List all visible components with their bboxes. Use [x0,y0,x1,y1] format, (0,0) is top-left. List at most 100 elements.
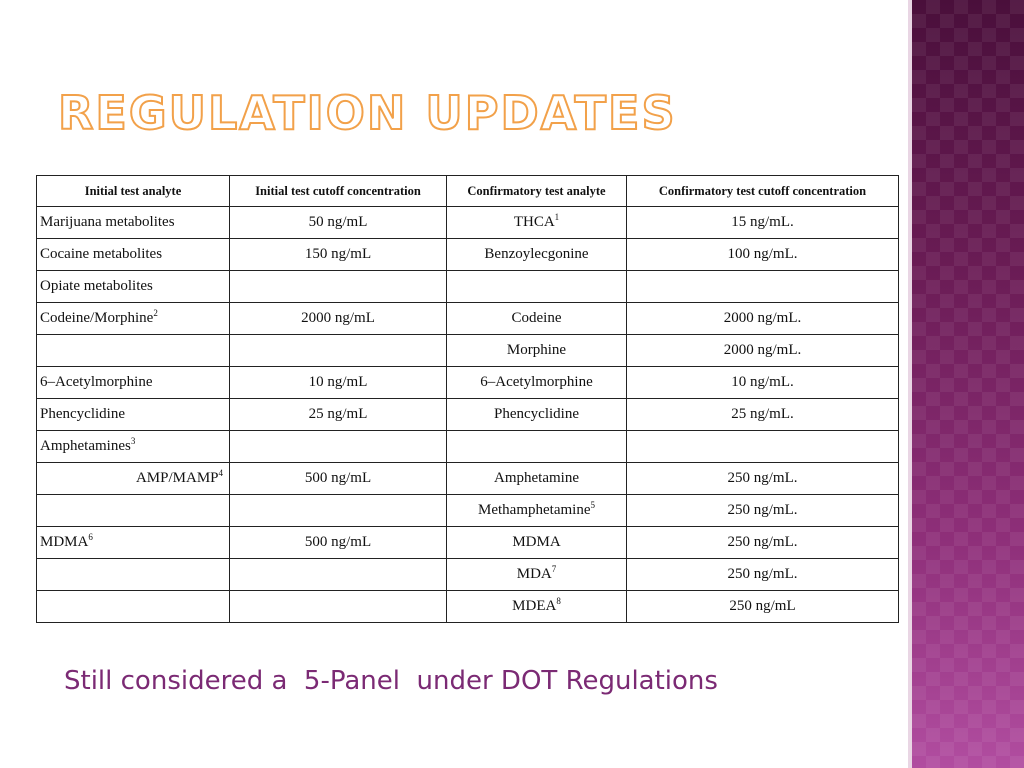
table-row: MDA7 250 ng/mL. [36,558,899,591]
confirmatory-cutoff-cell: 25 ng/mL. [626,398,899,431]
initial-analyte-cell: Marijuana metabolites [36,206,230,239]
confirmatory-analyte-cell: THCA1 [446,206,627,239]
initial-analyte-cell: Codeine/Morphine2 [36,302,230,335]
cell-text: MDA [516,566,552,582]
confirmatory-analyte-cell: Amphetamine [446,462,627,495]
initial-cutoff-cell [229,430,447,463]
table-body: Marijuana metabolites 50 ng/mL THCA1 15 ng/… [36,206,899,623]
initial-analyte-cell: 6–Acetylmorphine [36,366,230,399]
table-row: MDMA6 500 ng/mL MDMA 250 ng/mL. [36,526,899,559]
confirmatory-analyte-cell [446,270,627,303]
table-row: Amphetamines3 [36,430,899,463]
initial-analyte-cell: Amphetamines3 [36,430,230,463]
confirmatory-analyte-cell: Codeine [446,302,627,335]
footnote-marker: 7 [551,564,557,574]
initial-cutoff-cell [229,558,447,591]
footer-note: Still considered a 5-Panel under DOT Reg… [64,666,718,696]
cell-text: 250 ng/mL. [727,534,798,550]
confirmatory-cutoff-cell: 250 ng/mL. [626,494,899,527]
initial-cutoff-cell [229,334,447,367]
cell-text: 15 ng/mL. [731,214,794,230]
initial-cutoff-cell: 25 ng/mL [229,398,447,431]
initial-cutoff-cell [229,590,447,623]
confirmatory-cutoff-cell: 250 ng/mL. [626,462,899,495]
decorative-side-band [912,0,1024,768]
column-header: Initial test cutoff concentration [229,175,447,207]
cell-text: Amphetamine [494,470,579,486]
initial-analyte-cell: Opiate metabolites [36,270,230,303]
initial-cutoff-cell: 150 ng/mL [229,238,447,271]
confirmatory-analyte-cell: 6–Acetylmorphine [446,366,627,399]
footnote-marker: 8 [556,596,561,606]
table-row: Morphine 2000 ng/mL. [36,334,899,367]
cell-text: MDMA [40,534,89,550]
cell-text: Codeine [511,310,562,326]
confirmatory-analyte-cell: MDMA [446,526,627,559]
table-header-row: Initial test analyte Initial test cutoff… [36,175,899,207]
confirmatory-cutoff-cell: 250 ng/mL. [626,558,899,591]
cell-text: Amphetamines [40,438,131,454]
cell-text: Marijuana metabolites [40,214,175,230]
footnote-marker: 1 [554,212,560,222]
cell-text: 250 ng/mL [729,598,796,614]
drug-test-cutoff-table: Initial test analyte Initial test cutoff… [36,175,899,623]
footnote-marker: 5 [590,500,595,510]
confirmatory-analyte-cell: Morphine [446,334,627,367]
cell-text: 250 ng/mL. [727,502,798,518]
cell-text: 25 ng/mL [308,406,368,422]
table-row: Opiate metabolites [36,270,899,303]
confirmatory-cutoff-cell: 10 ng/mL. [626,366,899,399]
table-row: 6–Acetylmorphine 10 ng/mL 6–Acetylmorphine… [36,366,899,399]
cell-text: 500 ng/mL [304,470,372,486]
initial-analyte-cell [36,494,230,527]
confirmatory-cutoff-cell: 2000 ng/mL. [626,334,899,367]
cell-text: Phencyclidine [494,406,579,422]
table-row: Phencyclidine 25 ng/mL Phencyclidine 25 ng/… [36,398,899,431]
initial-analyte-cell: MDMA6 [36,526,230,559]
cell-text: 250 ng/mL. [727,566,798,582]
cell-text: Benzoylecgonine [484,246,589,262]
cell-text: 50 ng/mL [308,214,368,230]
cell-text: 10 ng/mL [308,374,368,390]
cell-text: MDMA [512,534,561,550]
column-header: Initial test analyte [36,175,230,207]
confirmatory-cutoff-cell [626,270,899,303]
initial-cutoff-cell: 2000 ng/mL [229,302,447,335]
footnote-marker: 3 [130,436,136,446]
initial-cutoff-cell [229,270,447,303]
cell-text: 100 ng/mL. [727,246,798,262]
cell-text: 6–Acetylmorphine [40,374,153,390]
confirmatory-cutoff-cell: 15 ng/mL. [626,206,899,239]
cell-text: 6–Acetylmorphine [480,374,593,390]
cell-text: 2000 ng/mL [301,310,375,326]
confirmatory-cutoff-cell [626,430,899,463]
cell-text: THCA [513,214,555,230]
initial-cutoff-cell: 500 ng/mL [229,526,447,559]
cell-text: 250 ng/mL. [727,470,798,486]
initial-cutoff-cell: 10 ng/mL [229,366,447,399]
cell-text: 500 ng/mL [304,534,372,550]
confirmatory-analyte-cell [446,430,627,463]
cell-text: Codeine/Morphine [40,310,154,326]
cell-text: 25 ng/mL. [731,406,794,422]
initial-analyte-cell: AMP/MAMP4 [36,462,230,495]
cell-text: 150 ng/mL [304,246,372,262]
column-header: Confirmatory test analyte [446,175,627,207]
cell-text: 10 ng/mL. [731,374,794,390]
cell-text: 2000 ng/mL. [723,310,802,326]
confirmatory-analyte-cell: Benzoylecgonine [446,238,627,271]
table-row: MDEA8 250 ng/mL [36,590,899,623]
confirmatory-cutoff-cell: 100 ng/mL. [626,238,899,271]
initial-analyte-cell [36,334,230,367]
confirmatory-analyte-cell: Methamphetamine5 [446,494,627,527]
confirmatory-cutoff-cell: 2000 ng/mL. [626,302,899,335]
table-row: Marijuana metabolites 50 ng/mL THCA1 15 ng/… [36,206,899,239]
cell-text: Methamphetamine [478,502,591,518]
cell-text: MDEA [512,598,557,614]
footnote-marker: 2 [153,308,158,318]
initial-cutoff-cell: 500 ng/mL [229,462,447,495]
cell-text: Cocaine metabolites [40,246,163,262]
cell-text: Morphine [506,342,567,358]
confirmatory-cutoff-cell: 250 ng/mL [626,590,899,623]
confirmatory-analyte-cell: MDEA8 [446,590,627,623]
